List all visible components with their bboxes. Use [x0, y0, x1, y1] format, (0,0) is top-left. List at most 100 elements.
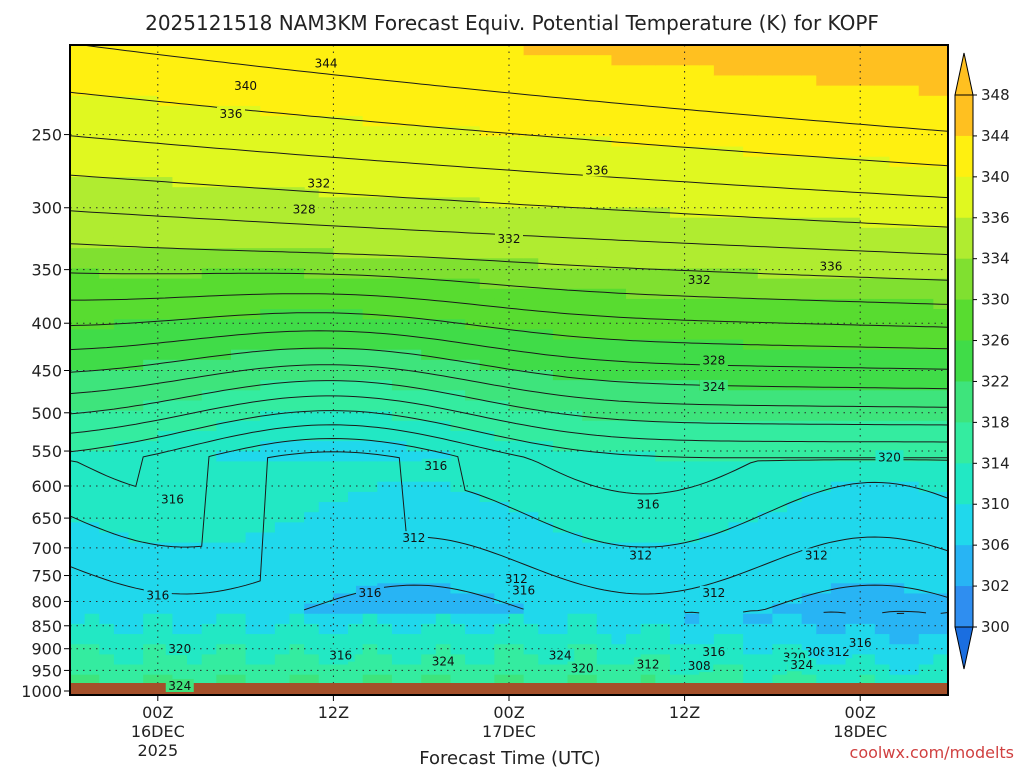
theta-e-cell	[421, 136, 437, 148]
theta-e-cell	[655, 562, 671, 574]
contour-label-bg	[685, 272, 714, 286]
theta-e-cell	[201, 359, 217, 371]
theta-e-cell	[406, 339, 422, 351]
theta-e-cell	[494, 298, 510, 310]
theta-e-cell	[318, 674, 334, 686]
theta-e-cell	[918, 532, 934, 544]
theta-e-cell	[918, 512, 934, 523]
theta-e-cell	[801, 278, 817, 290]
theta-e-cell	[479, 65, 495, 77]
theta-e-cell	[787, 95, 803, 107]
theta-e-cell	[99, 217, 115, 229]
theta-e-cell	[99, 370, 115, 381]
theta-e-cell	[611, 349, 627, 361]
theta-e-cell	[801, 603, 817, 615]
theta-e-cell	[933, 75, 948, 87]
theta-e-cell	[933, 248, 948, 259]
theta-e-cell	[230, 664, 247, 676]
theta-e-cell	[728, 674, 744, 686]
theta-e-cell	[230, 146, 247, 158]
theta-e-cell	[274, 634, 291, 645]
theta-e-cell	[743, 471, 759, 483]
theta-e-cell	[494, 441, 510, 452]
theta-e-cell	[348, 227, 364, 239]
theta-e-cell	[157, 156, 174, 168]
theta-e-cell	[830, 95, 847, 107]
colorbar-label: 318	[981, 413, 1010, 431]
contour-line	[84, 45, 948, 132]
theta-e-cell	[216, 654, 232, 666]
theta-e-cell	[450, 370, 466, 381]
theta-e-cell	[669, 623, 686, 635]
theta-e-cell	[509, 380, 525, 391]
theta-e-cell	[552, 95, 569, 107]
theta-e-cell	[465, 156, 481, 168]
theta-e-cell	[216, 126, 232, 138]
theta-e-cell	[333, 400, 349, 412]
theta-e-cell	[304, 298, 320, 310]
theta-e-cell	[143, 542, 159, 554]
theta-e-cell	[406, 522, 422, 534]
theta-e-cell	[860, 258, 876, 270]
theta-e-cell	[655, 583, 671, 595]
theta-e-cell	[216, 430, 232, 442]
theta-e-cell	[465, 664, 481, 676]
theta-e-cell	[845, 298, 861, 310]
theta-e-cell	[816, 410, 832, 422]
theta-e-cell	[494, 85, 510, 97]
theta-e-cell	[845, 552, 861, 564]
theta-e-cell	[348, 410, 364, 422]
theta-e-cell	[816, 85, 832, 97]
theta-e-cell	[362, 288, 378, 300]
theta-e-cell	[728, 166, 744, 178]
theta-e-cell	[333, 481, 349, 493]
theta-e-cell	[684, 65, 700, 77]
theta-e-cell	[157, 623, 174, 635]
theta-e-cell	[187, 359, 203, 371]
theta-e-cell	[274, 674, 291, 686]
theta-e-cell	[377, 380, 393, 391]
theta-e-cell	[655, 105, 671, 117]
theta-e-cell	[713, 237, 730, 249]
theta-e-cell	[377, 420, 393, 432]
theta-e-cell	[348, 593, 364, 605]
theta-e-cell	[289, 370, 305, 381]
theta-e-cell	[538, 309, 554, 320]
theta-e-cell	[801, 634, 817, 645]
theta-e-cell	[757, 126, 773, 138]
theta-e-cell	[201, 461, 217, 473]
theta-e-cell	[274, 105, 291, 117]
theta-e-cell	[904, 177, 920, 188]
theta-e-cell	[377, 481, 393, 493]
theta-e-cell	[289, 329, 305, 341]
theta-e-cell	[787, 146, 803, 158]
theta-e-cell	[391, 136, 408, 148]
theta-e-cell	[333, 156, 349, 168]
theta-e-cell	[377, 116, 393, 127]
theta-e-cell	[333, 370, 349, 381]
theta-e-cell	[128, 410, 144, 422]
theta-e-cell	[845, 430, 861, 442]
theta-e-cell	[918, 156, 934, 168]
theta-e-cell	[567, 258, 583, 270]
theta-e-cell	[538, 55, 554, 66]
theta-e-cell	[494, 623, 510, 635]
theta-e-cell	[509, 613, 525, 625]
theta-e-cell	[582, 227, 598, 239]
theta-e-cell	[479, 288, 495, 300]
theta-e-cell	[143, 644, 159, 655]
theta-e-cell	[465, 75, 481, 87]
theta-e-cell	[860, 471, 876, 483]
theta-e-cell	[128, 258, 144, 270]
theta-e-cell	[187, 309, 203, 320]
theta-e-cell	[421, 441, 437, 452]
theta-e-cell	[904, 430, 920, 442]
theta-e-cell	[699, 461, 715, 473]
theta-e-cell	[245, 126, 261, 138]
theta-e-cell	[523, 664, 539, 676]
theta-e-cell	[479, 298, 495, 310]
theta-e-cell	[128, 278, 144, 290]
theta-e-cell	[904, 288, 920, 300]
theta-e-cell	[99, 197, 115, 209]
theta-e-cell	[157, 552, 174, 564]
